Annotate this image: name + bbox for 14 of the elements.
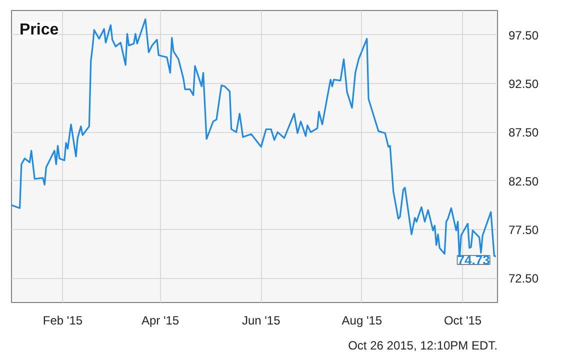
x-tick-label: Oct '15 [444, 314, 482, 328]
y-tick-label: 72.50 [508, 272, 539, 286]
x-tick-label: Apr '15 [141, 314, 180, 328]
text: Oct 26 2015, 12:10PM EDT. [348, 338, 498, 352]
y-tick-label: 97.50 [508, 28, 539, 42]
y-tick-label: 92.50 [508, 77, 539, 91]
x-tick-label: Aug '15 [342, 314, 382, 328]
annotation: 74.73 [457, 252, 490, 268]
text: Price [20, 22, 59, 38]
y-tick-label: 87.50 [508, 126, 539, 140]
y-tick-label: 82.50 [508, 174, 539, 188]
x-tick-label: Jun '15 [242, 314, 281, 328]
y-tick-label: 77.50 [508, 223, 539, 237]
x-tick-label: Feb '15 [42, 314, 83, 328]
